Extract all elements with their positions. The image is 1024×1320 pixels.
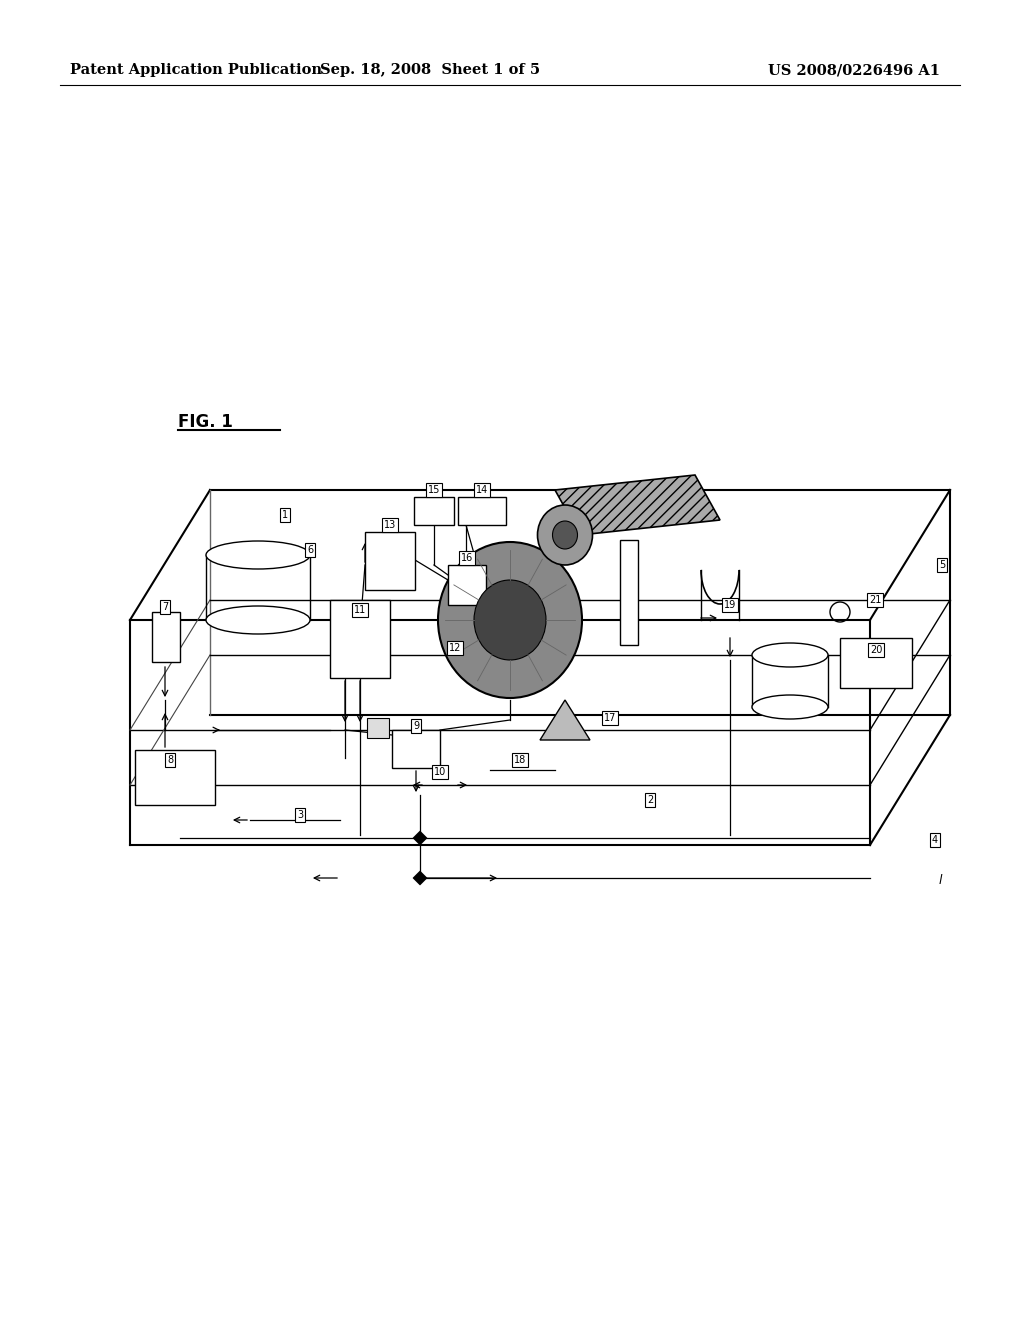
Text: 14: 14 xyxy=(476,484,488,495)
Bar xyxy=(449,565,486,605)
Text: l: l xyxy=(938,874,942,887)
Text: Sep. 18, 2008  Sheet 1 of 5: Sep. 18, 2008 Sheet 1 of 5 xyxy=(319,63,540,77)
Text: 8: 8 xyxy=(167,755,173,766)
Bar xyxy=(392,730,440,768)
Bar xyxy=(152,612,180,663)
Bar xyxy=(414,498,454,525)
Ellipse shape xyxy=(206,606,310,634)
Ellipse shape xyxy=(752,696,828,719)
Text: 19: 19 xyxy=(724,601,736,610)
Bar xyxy=(367,718,389,738)
Text: Patent Application Publication: Patent Application Publication xyxy=(70,63,322,77)
Text: 9: 9 xyxy=(413,721,419,731)
Text: 21: 21 xyxy=(868,595,882,605)
Ellipse shape xyxy=(206,541,310,569)
Bar xyxy=(330,601,390,678)
Bar xyxy=(840,638,912,688)
Ellipse shape xyxy=(474,579,546,660)
Text: FIG. 1: FIG. 1 xyxy=(178,413,232,432)
Text: 7: 7 xyxy=(162,602,168,612)
Ellipse shape xyxy=(553,521,578,549)
Bar xyxy=(620,540,638,645)
Polygon shape xyxy=(540,700,590,741)
Text: 3: 3 xyxy=(297,810,303,820)
Bar xyxy=(365,532,415,590)
Bar xyxy=(135,750,215,805)
Text: 6: 6 xyxy=(307,545,313,554)
Polygon shape xyxy=(413,832,427,845)
Text: 20: 20 xyxy=(869,645,883,655)
Text: 5: 5 xyxy=(939,560,945,570)
Ellipse shape xyxy=(752,643,828,667)
Text: 17: 17 xyxy=(604,713,616,723)
Text: 10: 10 xyxy=(434,767,446,777)
Polygon shape xyxy=(555,475,720,535)
Ellipse shape xyxy=(538,506,593,565)
Polygon shape xyxy=(413,871,427,884)
Text: 15: 15 xyxy=(428,484,440,495)
Ellipse shape xyxy=(438,543,582,698)
Text: 13: 13 xyxy=(384,520,396,531)
Bar xyxy=(458,498,506,525)
Text: 2: 2 xyxy=(647,795,653,805)
Text: 18: 18 xyxy=(514,755,526,766)
Text: 4: 4 xyxy=(932,836,938,845)
Text: 11: 11 xyxy=(354,605,367,615)
Text: 16: 16 xyxy=(461,553,473,564)
Text: 12: 12 xyxy=(449,643,461,653)
Text: US 2008/0226496 A1: US 2008/0226496 A1 xyxy=(768,63,940,77)
Text: 1: 1 xyxy=(282,510,288,520)
